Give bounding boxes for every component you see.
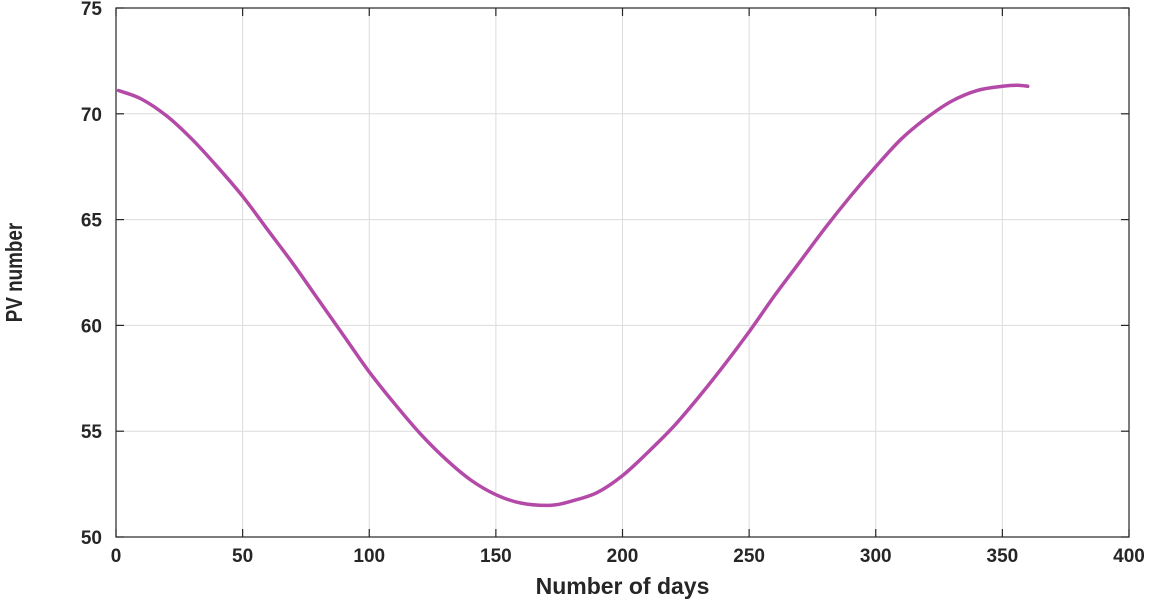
- x-tick-label: 50: [232, 546, 253, 567]
- x-tick-label: 200: [607, 546, 639, 567]
- grid-layer: [116, 8, 1129, 537]
- y-tick-label: 55: [81, 422, 103, 443]
- y-tick-label: 70: [81, 105, 102, 126]
- y-tick-label: 75: [81, 0, 103, 20]
- ticks-layer: 0 50 100 150 200 250 300 350 400 50 55 60 65 70 75: [81, 0, 1145, 567]
- series-line: [116, 83, 1030, 508]
- y-tick-label: 65: [81, 211, 103, 232]
- x-tick-label: 100: [353, 546, 385, 567]
- x-tick-label: 250: [733, 546, 765, 567]
- x-axis-title: Number of days: [536, 573, 710, 599]
- x-tick-label: 150: [480, 546, 512, 567]
- series-layer: [116, 83, 1030, 508]
- x-tick-label: 400: [1113, 546, 1145, 567]
- x-tick-label: 300: [860, 546, 892, 567]
- y-tick-label: 60: [81, 316, 102, 337]
- y-axis-title: PV number: [2, 223, 27, 322]
- y-tick-label: 50: [81, 528, 102, 549]
- x-tick-label: 350: [987, 546, 1019, 567]
- x-tick-label: 0: [111, 546, 122, 567]
